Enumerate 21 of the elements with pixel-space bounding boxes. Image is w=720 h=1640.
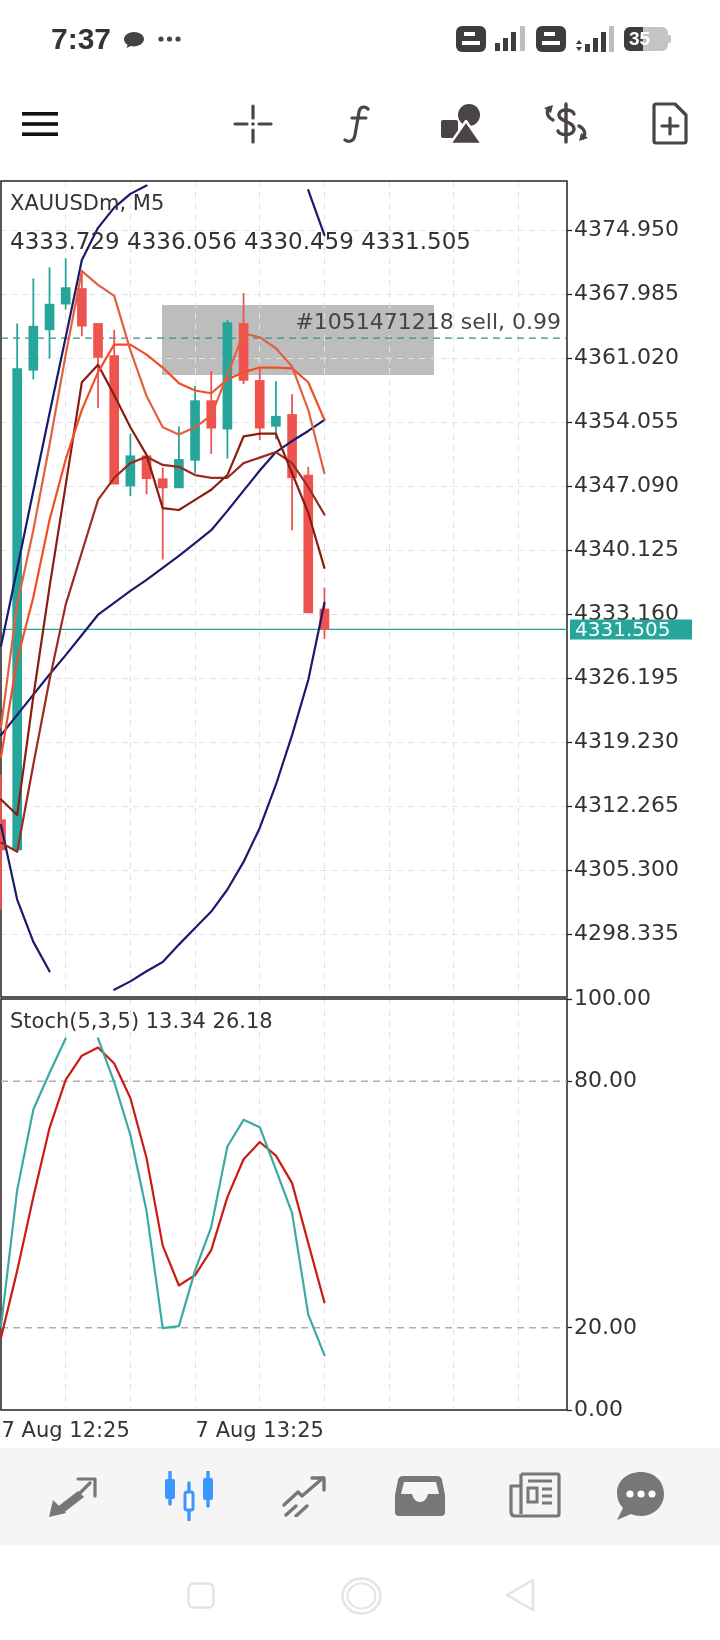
y-tick-label: 4319.230	[574, 727, 679, 753]
y-tick-label: 4354.055	[574, 407, 679, 433]
ref-line-label: #1051471218 sell, 0.99	[295, 308, 561, 334]
y-tick-label: 4305.300	[574, 855, 679, 881]
y-tick-label: 20.00	[574, 1313, 637, 1339]
candlestick	[157, 467, 168, 560]
y-tick-label: 4326.195	[574, 663, 679, 689]
x-tick-label: 7 Aug 13:25	[195, 1418, 324, 1443]
y-tick-label: 4347.090	[574, 471, 679, 497]
text: 7:37	[51, 22, 112, 56]
y-tick-label: 80.00	[574, 1066, 637, 1092]
y-tick-label: 4312.265	[574, 791, 679, 817]
y-tick-label: 0.00	[574, 1395, 623, 1421]
y-tick-label: 4340.125	[574, 535, 679, 561]
y-tick-label: 4361.020	[574, 343, 679, 369]
y-tick-label: 4298.335	[574, 919, 679, 945]
x-tick-label: 7 Aug 12:25	[1, 1418, 130, 1443]
text: Stoch(5,3,5) 13.34 26.18	[10, 1009, 273, 1034]
y-tick-label: 100.00	[574, 984, 651, 1010]
y-tick-label: 4374.950	[574, 215, 679, 241]
y-tick-label: 4367.985	[574, 279, 679, 305]
